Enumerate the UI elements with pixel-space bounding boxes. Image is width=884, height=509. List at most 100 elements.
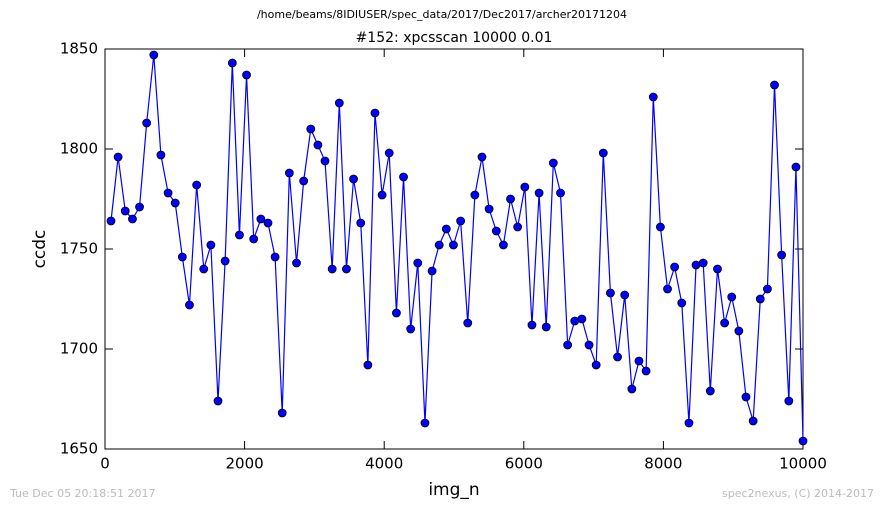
data-point [770,80,779,90]
data-point [313,140,323,150]
data-point [741,392,751,402]
data-point [270,252,280,262]
data-point [185,300,194,310]
data-point [713,264,722,274]
data-point [791,162,801,172]
data-point [292,258,301,268]
data-point [577,314,587,324]
y-tick-label: 1650 [60,440,98,458]
data-point [256,214,266,224]
data-point [434,240,444,250]
data-point [499,240,508,250]
data-point [284,168,294,178]
data-point [763,284,772,294]
data-point [413,258,423,268]
data-point [142,118,152,128]
x-tick-label: 6000 [505,455,543,473]
data-point [548,158,558,168]
y-tick-label: 1850 [60,40,98,58]
data-point [748,416,758,426]
data-point [727,292,737,302]
data-point [192,180,202,190]
data-point [755,294,765,304]
data-point [491,226,501,236]
data-point [463,318,473,328]
y-tick-label: 1700 [60,340,98,358]
data-point [634,356,644,366]
data-point [591,360,601,370]
data-point [456,216,466,226]
data-point [242,70,251,80]
x-tick-label: 2000 [226,455,264,473]
data-point [541,322,551,332]
data-point [684,418,694,428]
data-point [477,152,487,162]
data-point [613,352,622,362]
data-point [399,172,408,182]
data-point [384,148,394,158]
data-point [720,318,730,328]
data-point [235,230,244,240]
x-tick-label: 8000 [644,455,682,473]
data-point [249,234,259,244]
data-point [363,360,373,370]
data-point [227,58,237,68]
data-point [705,386,715,396]
data-point [135,202,144,212]
data-point [670,262,680,272]
data-point [199,264,209,274]
data-point [556,188,565,198]
footer-left: Tue Dec 05 20:18:51 2017 [9,487,155,500]
footer-right: spec2nexus, (C) 2014-2017 [722,487,874,500]
y-tick-label: 1800 [60,140,98,158]
data-point [627,384,637,394]
data-point [356,218,366,228]
data-point [327,264,337,274]
data-point [648,92,658,102]
data-point [734,326,744,336]
data-point [128,214,137,224]
data-point [784,396,794,406]
data-point [206,240,216,250]
data-line [110,54,804,442]
data-point [606,288,615,298]
data-point [334,98,344,108]
data-point [534,188,544,198]
data-point [698,258,708,268]
data-point [406,324,416,334]
data-point [377,190,387,200]
data-point [342,264,351,274]
data-point [663,284,672,294]
data-point [113,152,123,162]
data-point [777,250,787,260]
data-point [120,206,130,216]
data-point [170,198,180,208]
data-point [484,204,494,214]
x-tick-label: 10000 [779,455,827,473]
data-point [349,174,358,184]
y-axis-label: ccdc [30,230,50,269]
data-point [370,108,380,118]
x-tick-label: 0 [100,455,110,473]
data-point [306,124,316,134]
y-tick-label: 1750 [60,240,98,258]
data-point [263,218,273,228]
data-point [677,298,687,308]
data-point [584,340,594,350]
data-point [177,252,187,262]
data-point [563,340,573,350]
data-point [506,194,515,204]
data-point [527,320,537,330]
x-axis-label: img_n [428,480,479,500]
data-point [470,190,480,200]
chart-title: #152: xpcsscan 10000 0.01 [356,30,553,46]
data-point [513,222,523,232]
data-point [655,222,665,232]
data-point [163,188,173,198]
data-point [598,148,608,158]
data-point [427,266,437,276]
data-point [156,150,166,160]
data-point [149,50,159,60]
